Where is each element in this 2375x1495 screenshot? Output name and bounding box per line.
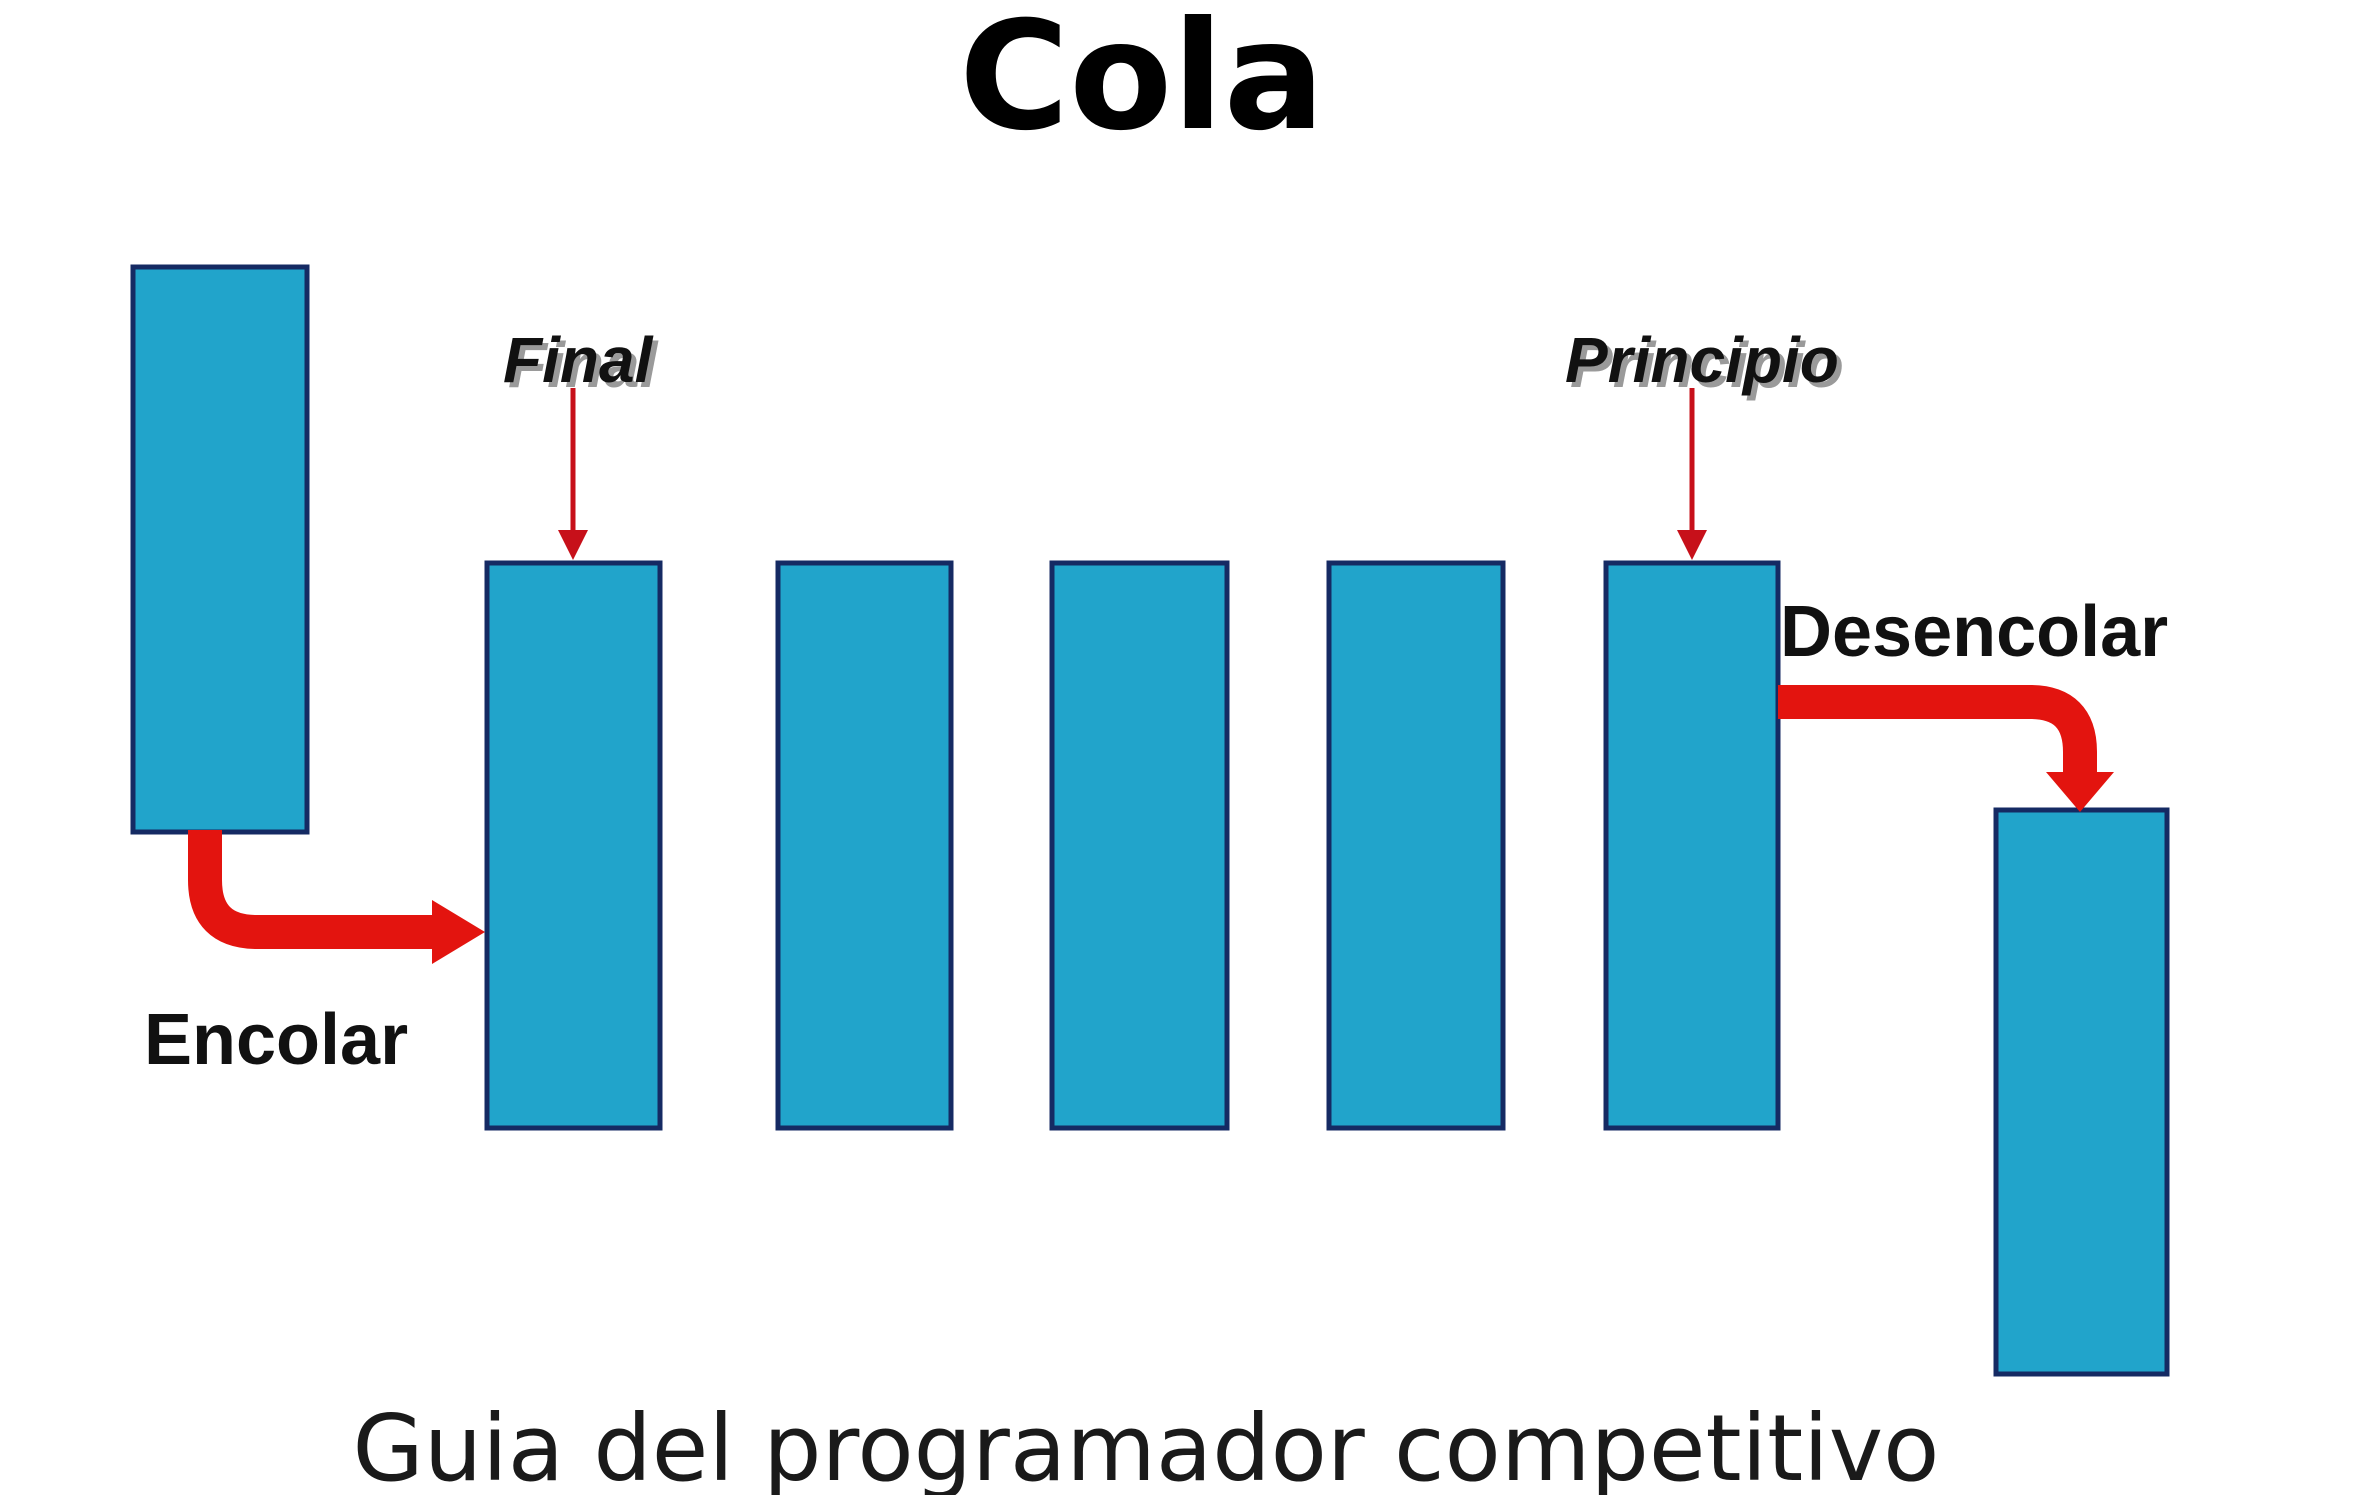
diagram-subtitle: Guia del programador competitivo (353, 1395, 1940, 1495)
dequeue-label: Desencolar (1780, 592, 2168, 672)
incoming-element (130, 264, 310, 835)
diagram-title: Cola (959, 0, 1325, 164)
front-label-shadow: Principio (1570, 329, 1844, 401)
rear-label-shadow: Final (508, 329, 659, 401)
rear-label: Final (503, 324, 654, 396)
queue-element (775, 560, 954, 1131)
front-pointer-arrow (1677, 388, 1707, 560)
queue-element-front (1603, 560, 1781, 1131)
queue-element-rear (484, 560, 663, 1131)
rear-pointer-arrow (558, 388, 588, 560)
enqueue-label: Encolar (144, 1000, 408, 1080)
outgoing-element (1993, 807, 2170, 1377)
queue-element (1049, 560, 1230, 1131)
dequeue-arrow (1778, 685, 2114, 812)
queue-element (1326, 560, 1506, 1131)
enqueue-arrow (188, 830, 485, 964)
front-label: Principio (1565, 324, 1839, 396)
